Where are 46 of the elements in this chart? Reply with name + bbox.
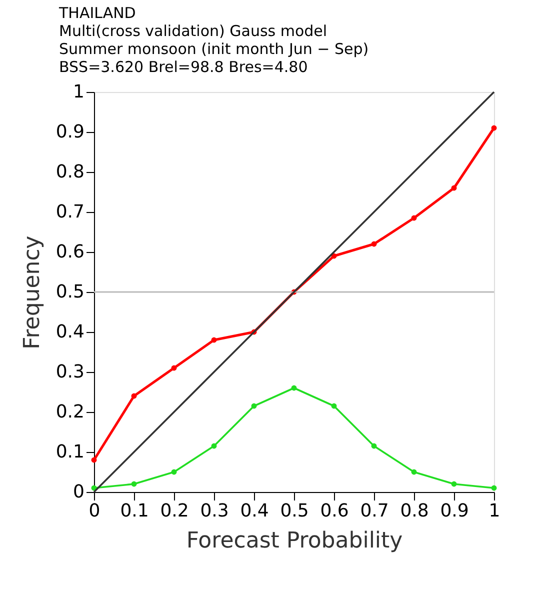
text: Multi(cross validation) Gauss model [59, 22, 328, 40]
y-tick-label: 0.9 [56, 122, 84, 142]
y-tick-label: 0.7 [56, 202, 84, 222]
point [91, 457, 97, 463]
x-tick-label: 0.1 [120, 500, 149, 522]
y-tick-label: 0.3 [56, 362, 84, 382]
y-tick-label: 0.6 [56, 242, 84, 262]
x-tick-label: 1 [488, 500, 500, 522]
point [251, 403, 257, 409]
y-tick-label: 1 [73, 82, 84, 102]
x-tick-label: 0.8 [400, 500, 429, 522]
point [131, 393, 137, 399]
point [131, 481, 137, 487]
point [371, 241, 377, 247]
x-tick-label: 0.2 [160, 500, 189, 522]
x-axis-title: Forecast Probability [186, 528, 403, 554]
text: Summer monsoon (init month Jun − Sep) [59, 40, 369, 58]
point [411, 215, 417, 221]
point [291, 385, 297, 391]
text: BSS=3.620 Brel=98.8 Bres=4.80 [59, 58, 308, 76]
text: THAILAND [59, 4, 136, 22]
x-tick-label: 0.7 [360, 500, 389, 522]
point [331, 403, 337, 409]
point [411, 469, 417, 475]
point [171, 365, 177, 371]
y-tick-label: 0.4 [56, 322, 84, 342]
point [491, 485, 497, 491]
x-tick-label: 0.4 [240, 500, 269, 522]
y-tick-label: 0 [73, 482, 84, 502]
x-tick-label: 0.9 [440, 500, 469, 522]
point [171, 469, 177, 475]
x-tick-label: 0 [88, 500, 100, 522]
x-tick-label: 0.3 [200, 500, 229, 522]
y-axis-title: Frequency [20, 236, 45, 350]
point [211, 443, 217, 449]
x-tick-label: 0.6 [320, 500, 349, 522]
point [371, 443, 377, 449]
point [451, 481, 457, 487]
y-tick-label: 0.2 [56, 402, 84, 422]
y-tick-label: 0.5 [56, 282, 84, 302]
point [491, 125, 497, 131]
y-tick-label: 0.8 [56, 162, 84, 182]
y-tick-label: 0.1 [56, 442, 84, 462]
point [451, 185, 457, 191]
point [211, 337, 217, 343]
x-tick-label: 0.5 [280, 500, 309, 522]
